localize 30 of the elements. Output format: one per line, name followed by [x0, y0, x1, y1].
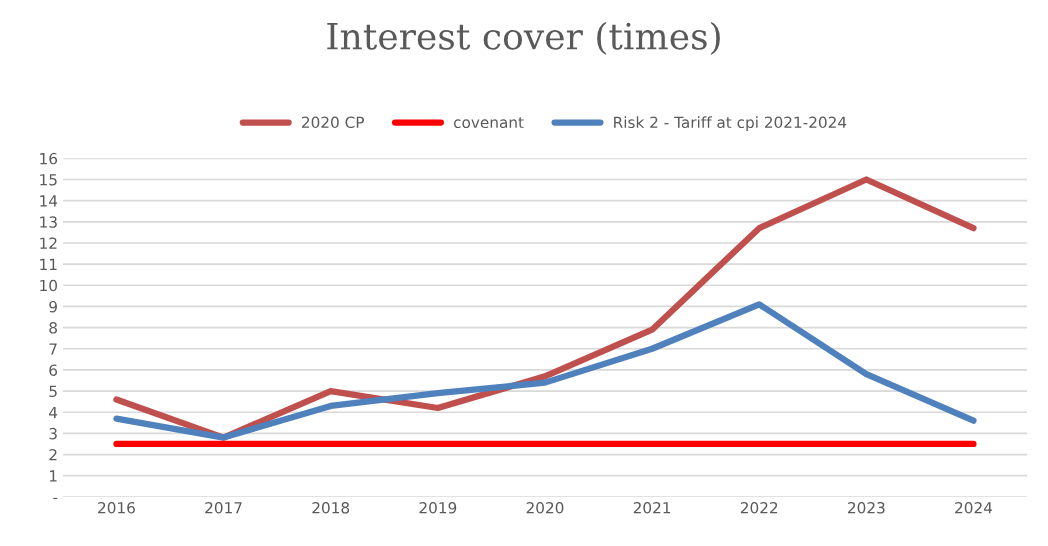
- y-tick-label: -: [53, 497, 58, 500]
- y-tick-label: 15: [40, 174, 57, 186]
- y-tick-label: 16: [40, 152, 58, 165]
- x-tick-label: 2021: [633, 501, 671, 514]
- x-tick-label: 2020: [526, 501, 564, 514]
- x-tick-label: 2024: [955, 501, 993, 514]
- y-tick-label: 14: [40, 195, 58, 207]
- x-tick-label: 2018: [312, 501, 350, 514]
- y-tick-label: 12: [40, 237, 57, 249]
- y-tick-label: 7: [49, 343, 57, 355]
- y-tick-label: 3: [49, 427, 57, 440]
- y-tick-label: 8: [49, 322, 57, 334]
- x-tick-label: 2019: [419, 501, 457, 514]
- x-tick-label: 2016: [98, 501, 135, 514]
- y-tick-label: 11: [40, 258, 57, 270]
- y-tick-label: 5: [49, 385, 57, 398]
- y-tick-label: 10: [40, 279, 57, 292]
- y-tick-label: 2: [49, 449, 57, 461]
- x-tick-label: 2022: [740, 501, 778, 514]
- x-tick-label: 2017: [205, 501, 242, 514]
- y-tick-label: 9: [49, 300, 57, 313]
- chart-title: Interest cover (times): [327, 21, 720, 55]
- y-tick-label: 6: [49, 364, 58, 376]
- legend-label: covenant: [453, 117, 524, 129]
- y-tick-label: 13: [40, 216, 57, 228]
- x-tick-label: 2023: [848, 501, 885, 514]
- y-tick-label: 1: [49, 470, 57, 482]
- legend-label: 2020 CP: [302, 116, 364, 129]
- y-tick-label: 4: [49, 406, 58, 419]
- legend-label: Risk 2 - Tariff at cpi 2021-2024: [614, 116, 847, 132]
